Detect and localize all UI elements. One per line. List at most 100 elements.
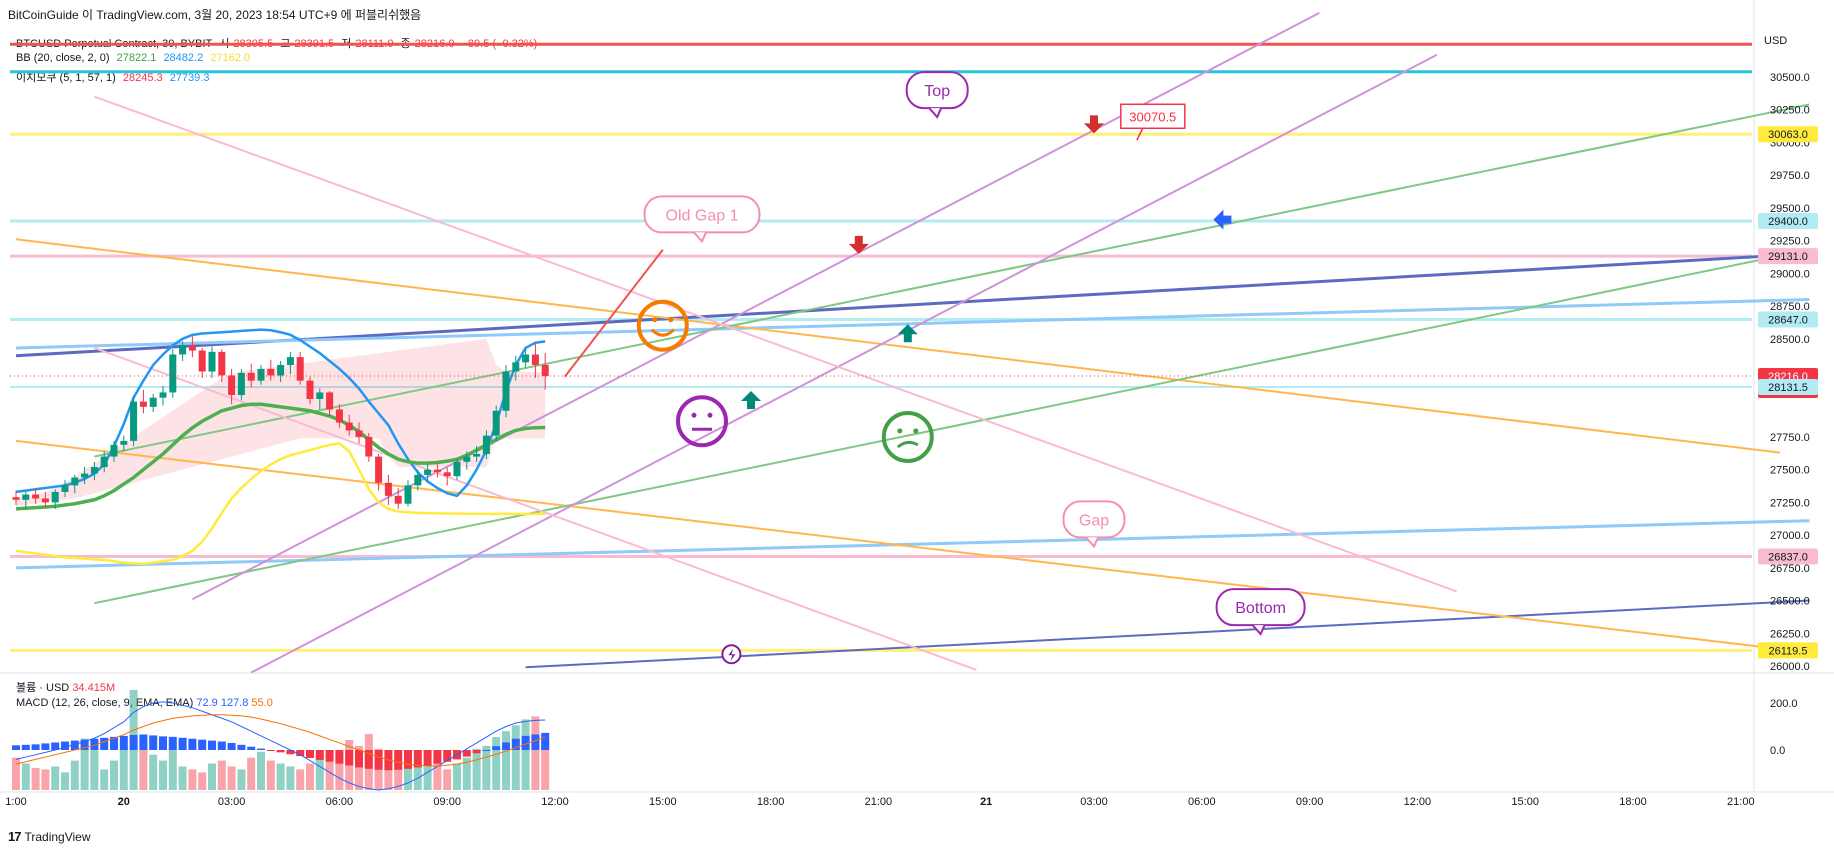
volume-bar xyxy=(384,751,393,790)
candle-body xyxy=(32,494,40,499)
volume-bar xyxy=(492,737,501,790)
volume-bar xyxy=(462,757,471,790)
candle-body xyxy=(512,362,520,372)
price-note-pointer xyxy=(1136,127,1144,141)
macd-line xyxy=(15,701,546,791)
face-eye xyxy=(897,428,903,434)
candle-body xyxy=(296,357,304,381)
volume-bar xyxy=(100,769,109,790)
bb-lower-line xyxy=(15,442,546,566)
price-badge: 28647.0 xyxy=(1758,311,1818,328)
volume-bar xyxy=(511,725,520,790)
volume-bar xyxy=(394,754,403,790)
candle-body xyxy=(51,491,59,503)
callout-text: Gap xyxy=(1079,512,1109,529)
candle-body xyxy=(541,364,549,376)
volume-bar xyxy=(217,760,226,790)
macd-histogram-bar xyxy=(188,738,197,750)
candle-body xyxy=(267,368,275,376)
candle xyxy=(120,435,128,452)
candle xyxy=(482,430,490,460)
ichimoku-b-value: 27739.3 xyxy=(169,72,210,84)
candle-body xyxy=(208,351,216,372)
macd-histogram-bar xyxy=(12,745,20,750)
volume-label[interactable]: 볼륨 · USD xyxy=(16,682,70,694)
event-bolt xyxy=(728,648,736,662)
price-axis-tick: 27750.0 xyxy=(1770,432,1810,444)
candle-body xyxy=(169,354,177,393)
macd-histogram-bar xyxy=(482,750,491,751)
candle-body xyxy=(198,350,206,372)
macd-histogram-bar xyxy=(511,738,520,750)
candle xyxy=(384,474,392,506)
footer-brand[interactable]: TradingView xyxy=(24,829,91,844)
callout-text: Old Gap 1 xyxy=(666,207,739,224)
price-badge-text: 26837.0 xyxy=(1768,551,1808,563)
candle xyxy=(453,459,461,481)
price-badge-text: 26119.5 xyxy=(1769,645,1808,657)
macd-histogram-bar xyxy=(266,750,275,751)
candle xyxy=(228,368,236,405)
macd-histogram-bar xyxy=(237,744,246,750)
time-axis-tick: 03:00 xyxy=(218,796,246,808)
macd-histogram-bar xyxy=(31,744,40,750)
macd-histogram-bar xyxy=(306,750,314,758)
macd-value-2: 127.8 xyxy=(220,697,249,709)
candle xyxy=(326,391,334,417)
candle-body xyxy=(12,497,20,500)
volume-bar xyxy=(21,763,30,790)
candle xyxy=(502,364,510,418)
macd-label[interactable]: MACD (12, 26, close, 9, EMA, EMA) xyxy=(16,697,194,709)
price-badge: 26119.5 xyxy=(1758,642,1818,659)
volume-bar xyxy=(149,754,158,790)
callout-text: Top xyxy=(924,83,950,100)
candle-body xyxy=(139,401,147,407)
macd-histogram-bar xyxy=(257,748,265,750)
candle xyxy=(149,393,157,413)
candle-body xyxy=(159,392,167,398)
candle xyxy=(12,490,20,506)
face-eye xyxy=(668,317,674,323)
macd-value-1: 72.9 xyxy=(196,697,218,709)
bb-label[interactable]: BB (20, close, 2, 0) xyxy=(16,52,110,64)
volume-bar xyxy=(51,766,60,790)
macd-histogram-bar xyxy=(325,750,334,762)
candle xyxy=(90,461,98,481)
macd-histogram-bar xyxy=(404,750,412,769)
price-badge-box xyxy=(1758,248,1818,265)
candle xyxy=(61,480,69,498)
macd-histogram-bar xyxy=(286,750,295,755)
candle-body xyxy=(286,357,294,365)
candle xyxy=(375,453,383,491)
candle xyxy=(335,404,343,428)
trend-line xyxy=(94,95,1457,593)
price-axis-tick: 26000.0 xyxy=(1770,661,1810,673)
ichimoku-legend: 이치모쿠 (5, 1, 57, 1) 28245.3 27739.3 xyxy=(16,69,213,85)
candle xyxy=(139,389,147,414)
price-axis-tick: 29000.0 xyxy=(1770,268,1810,280)
candle xyxy=(394,487,402,509)
volume-bar xyxy=(247,757,256,790)
macd-histogram-bar xyxy=(433,750,442,764)
candle-body xyxy=(326,392,334,410)
candle xyxy=(277,361,285,382)
volume-bar xyxy=(296,769,305,790)
candle-body xyxy=(384,482,392,496)
ichimoku-label[interactable]: 이치모쿠 (5, 1, 57, 1) xyxy=(16,72,116,84)
volume-bar xyxy=(286,766,295,790)
candle-body xyxy=(433,469,441,473)
arrow-left-icon xyxy=(1213,209,1232,230)
time-axis-tick: 21:00 xyxy=(1727,796,1755,808)
volume-bar xyxy=(315,754,324,790)
candle-body xyxy=(345,422,353,431)
candle-body xyxy=(375,456,383,483)
candle xyxy=(541,352,549,390)
macd-histogram-bar xyxy=(335,750,344,764)
macd-histogram-bar xyxy=(70,740,79,750)
callout-bubble: Bottom xyxy=(1215,588,1306,636)
callout-bubble: Old Gap 1 xyxy=(643,195,761,244)
bb-mid-value: 27822.1 xyxy=(116,52,157,64)
macd-histogram-bar xyxy=(61,741,69,750)
candle-body xyxy=(228,375,236,396)
